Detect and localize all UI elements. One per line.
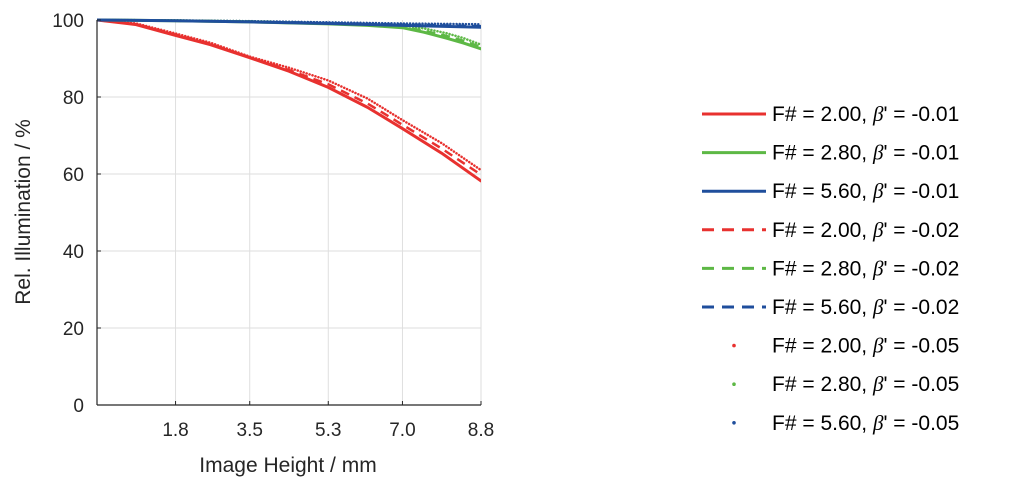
x-tick-label: 3.5 <box>237 420 263 441</box>
legend: F# = 2.00, β' = -0.01 F# = 2.80, β' = -0.… <box>702 102 959 435</box>
grid-lines <box>97 20 482 405</box>
legend-label: F# = 2.80, β' = -0.05 <box>772 372 959 396</box>
legend-item: F# = 5.60, β' = -0.02 <box>702 295 959 319</box>
x-tick-label: 8.8 <box>468 420 494 441</box>
legend-item: F# = 5.60, β' = -0.05 <box>732 411 959 435</box>
series-line-1 <box>97 18 481 183</box>
legend-label: F# = 2.00, β' = -0.05 <box>772 334 959 358</box>
legend-item: F# = 2.00, β' = -0.01 <box>702 102 959 126</box>
legend-label: F# = 2.00, β' = -0.02 <box>772 218 959 242</box>
y-tick-label: 40 <box>63 242 84 263</box>
series-line-7 <box>97 18 481 172</box>
y-axis-title: Rel. Illumination / % <box>12 119 35 305</box>
y-tick-label: 60 <box>63 165 84 186</box>
plot-series <box>97 18 481 183</box>
legend-item: F# = 2.00, β' = -0.05 <box>732 334 959 358</box>
legend-label: F# = 2.80, β' = -0.01 <box>772 141 959 165</box>
legend-item: F# = 2.00, β' = -0.02 <box>702 218 959 242</box>
x-tick-label: 7.0 <box>389 420 415 441</box>
y-tick-label: 0 <box>73 396 84 417</box>
x-tick-label: 5.3 <box>315 420 341 441</box>
x-tick-label: 1.8 <box>162 420 188 441</box>
ticks: 1.8 3.5 5.3 7.0 8.8 0 20 40 60 80 100 <box>52 11 494 441</box>
legend-label: F# = 5.60, β' = -0.05 <box>772 411 959 435</box>
legend-label: F# = 2.00, β' = -0.01 <box>772 102 959 126</box>
legend-label: F# = 5.60, β' = -0.01 <box>772 179 959 203</box>
legend-item: F# = 2.80, β' = -0.01 <box>702 141 959 165</box>
legend-item: F# = 5.60, β' = -0.01 <box>702 179 959 203</box>
y-tick-label: 20 <box>63 319 84 340</box>
legend-item: F# = 2.80, β' = -0.05 <box>732 372 959 396</box>
legend-swatch <box>732 382 736 387</box>
legend-label: F# = 2.80, β' = -0.02 <box>772 256 959 280</box>
legend-item: F# = 2.80, β' = -0.02 <box>702 256 959 280</box>
legend-label: F# = 5.60, β' = -0.02 <box>772 295 959 319</box>
legend-swatch <box>732 421 736 425</box>
y-tick-label: 80 <box>63 88 84 109</box>
y-tick-label: 100 <box>52 11 84 32</box>
axes <box>96 20 481 406</box>
series-line-3 <box>97 18 481 29</box>
legend-swatch <box>732 343 736 348</box>
x-axis-title: Image Height / mm <box>199 454 376 477</box>
